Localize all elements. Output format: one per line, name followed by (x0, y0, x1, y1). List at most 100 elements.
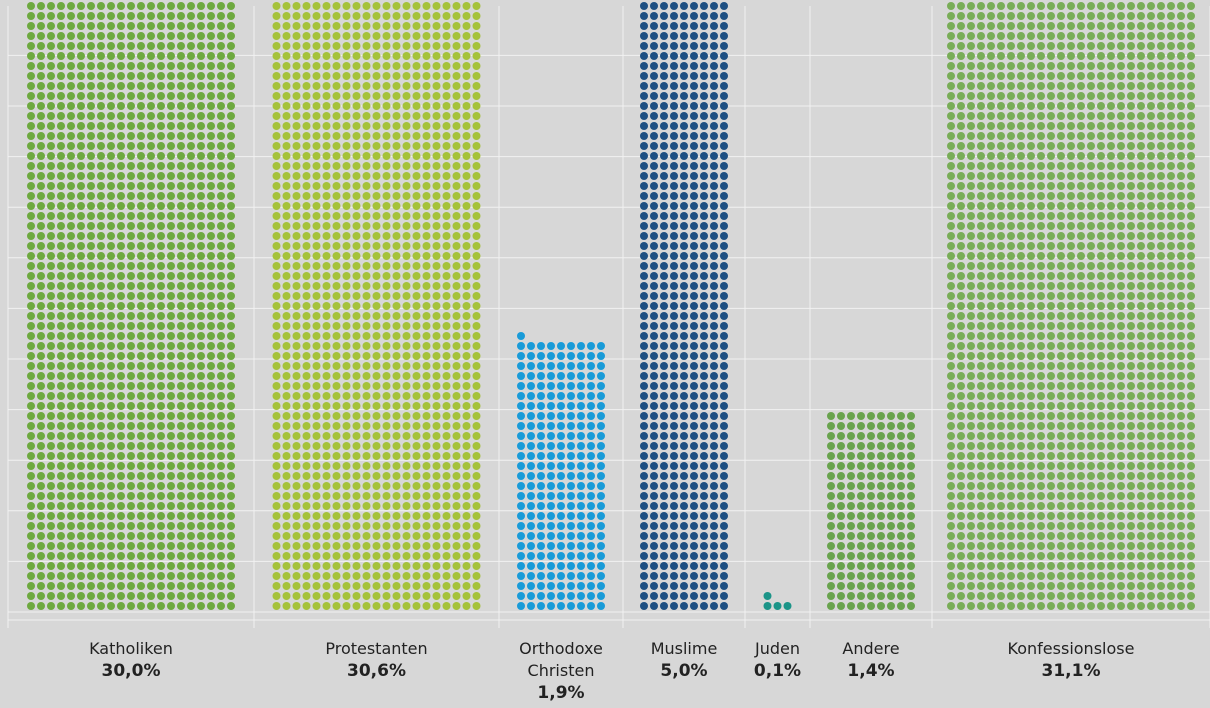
data-dot (47, 572, 55, 580)
data-dot (87, 572, 95, 580)
data-dot (473, 132, 481, 140)
data-dot (47, 562, 55, 570)
data-dot (107, 2, 115, 10)
data-dot (127, 112, 135, 120)
data-dot (433, 292, 441, 300)
data-dot (403, 112, 411, 120)
data-dot (97, 112, 105, 120)
data-dot (207, 322, 215, 330)
data-dot (207, 562, 215, 570)
data-dot (117, 102, 125, 110)
data-dot (127, 352, 135, 360)
data-dot (333, 232, 341, 240)
data-dot (303, 572, 311, 580)
data-dot (463, 302, 471, 310)
data-dot (217, 102, 225, 110)
data-dot (147, 292, 155, 300)
data-dot (373, 92, 381, 100)
data-dot (167, 492, 175, 500)
data-dot (47, 392, 55, 400)
data-dot (37, 342, 45, 350)
data-dot (423, 542, 431, 550)
data-dot (453, 162, 461, 170)
data-dot (273, 472, 281, 480)
data-dot (37, 542, 45, 550)
data-dot (443, 332, 451, 340)
data-dot (323, 152, 331, 160)
data-dot (323, 102, 331, 110)
data-dot (127, 12, 135, 20)
data-dot (27, 142, 35, 150)
data-dot (207, 462, 215, 470)
data-dot (147, 562, 155, 570)
data-dot (167, 332, 175, 340)
data-dot (117, 32, 125, 40)
data-dot (77, 312, 85, 320)
data-dot (227, 502, 235, 510)
data-dot (273, 592, 281, 600)
data-dot (107, 552, 115, 560)
data-dot (333, 122, 341, 130)
data-dot (443, 272, 451, 280)
data-dot (117, 182, 125, 190)
data-dot (423, 122, 431, 130)
data-dot (37, 112, 45, 120)
data-dot (463, 542, 471, 550)
data-dot (57, 302, 65, 310)
data-dot (303, 492, 311, 500)
data-dot (27, 502, 35, 510)
data-dot (137, 532, 145, 540)
data-dot (117, 322, 125, 330)
data-dot (47, 312, 55, 320)
data-dot (353, 482, 361, 490)
data-dot (197, 52, 205, 60)
data-dot (363, 162, 371, 170)
data-dot (227, 132, 235, 140)
data-dot (353, 352, 361, 360)
data-dot (343, 382, 351, 390)
data-dot (117, 512, 125, 520)
data-dot (207, 2, 215, 10)
data-dot (393, 532, 401, 540)
data-dot (333, 192, 341, 200)
data-dot (127, 202, 135, 210)
data-dot (403, 232, 411, 240)
data-dot (97, 462, 105, 470)
data-dot (157, 242, 165, 250)
data-dot (147, 12, 155, 20)
data-dot (313, 402, 321, 410)
data-dot (473, 382, 481, 390)
data-dot (167, 572, 175, 580)
data-dot (353, 562, 361, 570)
data-dot (217, 452, 225, 460)
data-dot (363, 572, 371, 580)
data-dot (97, 262, 105, 270)
data-dot (197, 302, 205, 310)
data-dot (463, 482, 471, 490)
data-dot (167, 422, 175, 430)
data-dot (313, 282, 321, 290)
data-dot (197, 322, 205, 330)
data-dot (423, 422, 431, 430)
data-dot (413, 352, 421, 360)
data-dot (57, 492, 65, 500)
data-dot (293, 472, 301, 480)
data-dot (433, 82, 441, 90)
data-dot (57, 82, 65, 90)
data-dot (363, 512, 371, 520)
data-dot (167, 542, 175, 550)
data-dot (413, 282, 421, 290)
data-dot (383, 272, 391, 280)
data-dot (443, 522, 451, 530)
data-dot (157, 562, 165, 570)
data-dot (353, 202, 361, 210)
data-dot (217, 552, 225, 560)
data-dot (87, 512, 95, 520)
data-dot (57, 232, 65, 240)
data-dot (227, 362, 235, 370)
data-dot (313, 602, 321, 610)
data-dot (393, 82, 401, 90)
data-dot (47, 242, 55, 250)
data-dot (27, 252, 35, 260)
data-dot (473, 462, 481, 470)
